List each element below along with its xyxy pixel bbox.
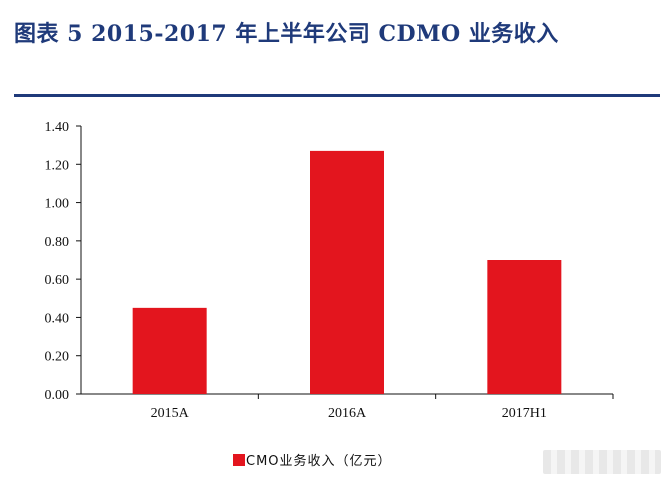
y-tick-label: 1.20 [45,158,70,173]
y-tick-label: 1.00 [45,197,70,212]
legend-swatch [233,454,245,466]
x-tick-label: 2017H1 [502,406,547,421]
x-tick-label: 2016A [328,406,367,421]
y-tick-label: 0.60 [45,273,70,288]
chart-legend: CMO业务收入（亿元） [233,450,392,469]
watermark [543,450,661,474]
bar-2015A [132,307,207,394]
y-tick-label: 1.40 [45,120,70,135]
y-tick-label: 0.00 [45,388,70,403]
legend-label: CMO业务收入（亿元） [246,454,392,469]
bar-2017H1 [487,260,562,394]
x-tick-label: 2015A [151,406,190,421]
title-rule [14,94,660,97]
y-tick-label: 0.40 [45,311,70,326]
y-tick-label: 0.20 [45,350,70,365]
figure-title: 图表 5 2015-2017 年上半年公司 CDMO 业务收入 [14,21,559,47]
y-tick-label: 0.80 [45,235,70,250]
bar-2016A [310,150,384,394]
